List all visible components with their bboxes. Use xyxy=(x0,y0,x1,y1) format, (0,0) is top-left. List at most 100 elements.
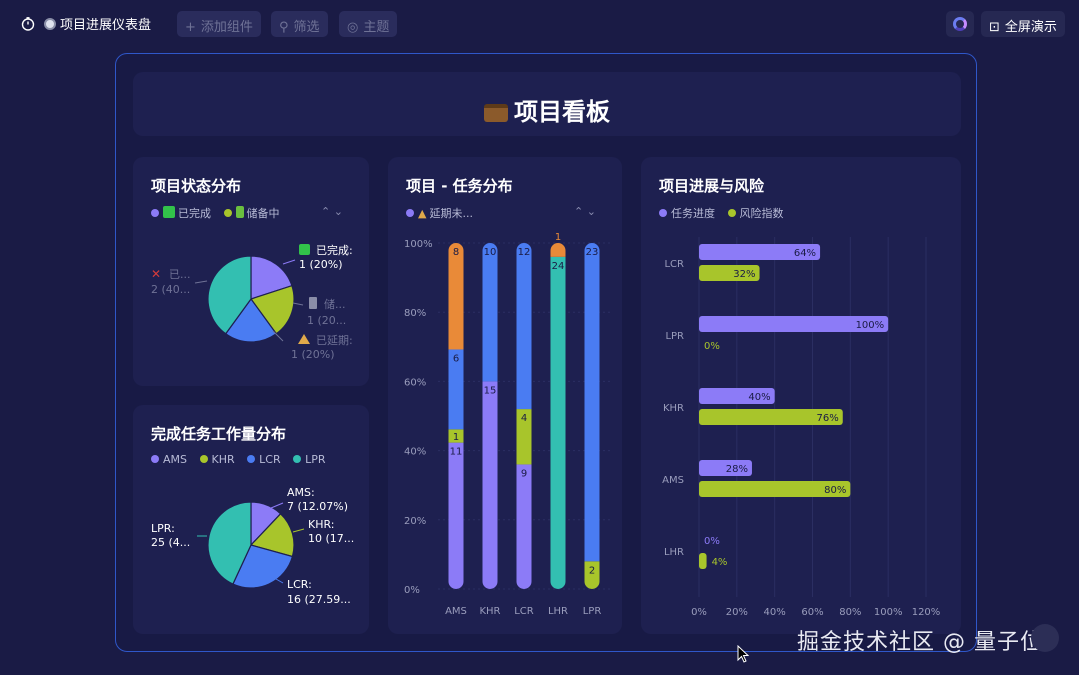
legend-item-reserve[interactable]: 储备中 xyxy=(223,205,280,221)
theme-button[interactable]: ◎ 主题 xyxy=(339,11,398,37)
slice-label-value: 16 (27.59... xyxy=(287,593,351,606)
pie-slice-1[interactable] xyxy=(249,512,295,558)
leader-line xyxy=(292,528,305,533)
board-title-text: 项目看板 xyxy=(514,98,610,126)
presentation-icon: ⊡ xyxy=(989,20,1000,35)
legend-label: 任务进度 xyxy=(671,207,715,220)
y-tick-label: LHR xyxy=(664,547,684,558)
bar-segment[interactable] xyxy=(448,442,464,589)
task-card-title: 项目 - 任务分布 xyxy=(406,177,513,195)
timer-icon[interactable] xyxy=(20,16,36,32)
status-label-reserve: 储... 1 (20... xyxy=(292,297,346,327)
warning-icon xyxy=(298,334,310,344)
bar-data-label: 11 xyxy=(450,447,463,458)
legend-item-delayed[interactable]: ▲ 延期未... xyxy=(406,205,473,221)
slice-label-value: 1 (20... xyxy=(307,314,346,327)
y-tick-label: 60% xyxy=(404,377,426,388)
legend-item-lcr[interactable]: LCR xyxy=(247,453,281,466)
hbar-progress[interactable] xyxy=(699,388,775,404)
add-widget-label: 添加组件 xyxy=(200,20,253,35)
slice-label-name: LPR: xyxy=(151,522,175,535)
legend-dot xyxy=(659,209,667,217)
pie-slice-3[interactable] xyxy=(207,255,252,335)
bar-segment[interactable] xyxy=(482,381,498,589)
status-label-delayed: 已延期: 1 (20%) xyxy=(272,330,353,361)
legend-dot xyxy=(406,209,414,217)
bar-data-label: 24 xyxy=(552,261,565,272)
bar-data-label: 15 xyxy=(484,385,497,396)
bar-segment[interactable] xyxy=(516,464,532,589)
bar-data-label: 0% xyxy=(704,536,720,547)
x-tick-label: 0% xyxy=(691,607,707,618)
task-legend: ▲ 延期未... xyxy=(406,205,482,221)
loading-ring-button[interactable] xyxy=(946,11,974,37)
pie-slice-0[interactable] xyxy=(250,255,293,300)
legend-label: LCR xyxy=(259,453,281,466)
legend-item-ams[interactable]: AMS xyxy=(151,453,187,466)
hbar-risk[interactable] xyxy=(699,481,851,497)
x-tick-label: 120% xyxy=(912,607,941,618)
bar-segment[interactable] xyxy=(550,256,566,589)
add-widget-button[interactable]: + 添加组件 xyxy=(177,11,261,37)
hbar-progress[interactable] xyxy=(699,460,752,476)
hbar-risk[interactable] xyxy=(699,265,760,281)
bar-segment[interactable] xyxy=(550,243,566,257)
bar-data-label: 76% xyxy=(817,413,839,424)
filter-button[interactable]: ⚲ 筛选 xyxy=(271,11,328,37)
slice-label-value: 25 (4... xyxy=(151,536,190,549)
stacked-bar-LCR[interactable] xyxy=(516,243,532,589)
stacked-bar-KHR[interactable] xyxy=(482,243,498,589)
bar-segment[interactable] xyxy=(584,561,600,589)
bar-segment[interactable] xyxy=(516,243,532,410)
check-icon xyxy=(163,206,175,218)
mouse-cursor-icon xyxy=(737,645,750,663)
y-tick-label: 40% xyxy=(404,447,426,458)
board-header: 项目看板 xyxy=(133,72,961,136)
hbar-risk[interactable] xyxy=(699,409,843,425)
hbar-risk[interactable] xyxy=(699,553,707,569)
filter-icon: ⚲ xyxy=(279,20,289,35)
legend-item-khr[interactable]: KHR xyxy=(199,453,235,466)
workload-pie-svg: AMS: 7 (12.07%) KHR: 10 (17... LCR: 16 (… xyxy=(151,486,354,606)
legend-item-lpr[interactable]: LPR xyxy=(293,453,326,466)
x-tick-label: AMS xyxy=(445,606,467,617)
pie-slice-3[interactable] xyxy=(207,501,252,585)
progress-card-title: 项目进展与风险 xyxy=(659,177,765,195)
stacked-bar-LHR[interactable] xyxy=(550,243,566,589)
slice-label-name: 已... xyxy=(169,268,191,281)
status-legend: 已完成 储备中 xyxy=(151,205,289,221)
pie-slice-2[interactable] xyxy=(224,297,278,343)
bar-segment[interactable] xyxy=(448,429,464,443)
bar-segment[interactable] xyxy=(516,409,532,465)
check-icon xyxy=(299,244,310,255)
bar-segment[interactable] xyxy=(482,243,498,382)
leader-line xyxy=(270,502,284,509)
progress-legend: 任务进度 风险指数 xyxy=(659,205,793,221)
bar-data-label: 4 xyxy=(521,413,527,424)
fullscreen-button[interactable]: ⊡ 全屏演示 xyxy=(981,11,1065,37)
legend-item-risk[interactable]: 风险指数 xyxy=(727,205,784,221)
legend-pager[interactable]: ⌃ ⌄ xyxy=(574,205,596,218)
bar-segment[interactable] xyxy=(584,243,600,562)
palette-icon: ◎ xyxy=(347,20,359,35)
stacked-bar-LPR[interactable] xyxy=(584,243,600,589)
x-tick-label: LCR xyxy=(514,606,534,617)
legend-label: 储备中 xyxy=(246,207,280,220)
leader-line xyxy=(194,280,208,284)
bar-segment[interactable] xyxy=(448,349,464,430)
legend-pager[interactable]: ⌃ ⌄ xyxy=(321,205,343,218)
legend-item-progress[interactable]: 任务进度 xyxy=(659,205,715,221)
stacked-bar-AMS[interactable] xyxy=(448,243,464,589)
scroll-top-button[interactable] xyxy=(1031,624,1059,652)
slice-label-value: 1 (20%) xyxy=(291,348,335,361)
legend-item-completed[interactable]: 已完成 xyxy=(151,205,211,221)
hbar-progress[interactable] xyxy=(699,244,821,260)
app-title: 项目进展仪表盘 xyxy=(44,14,151,33)
x-tick-label: LHR xyxy=(548,606,568,617)
hbar-progress[interactable] xyxy=(699,316,889,332)
bar-data-label: 80% xyxy=(824,485,846,496)
pie-slice-1[interactable] xyxy=(250,284,295,335)
slice-label-name: 已完成: xyxy=(316,243,353,257)
bar-segment[interactable] xyxy=(448,243,464,350)
pie-slice-2[interactable] xyxy=(232,544,294,589)
